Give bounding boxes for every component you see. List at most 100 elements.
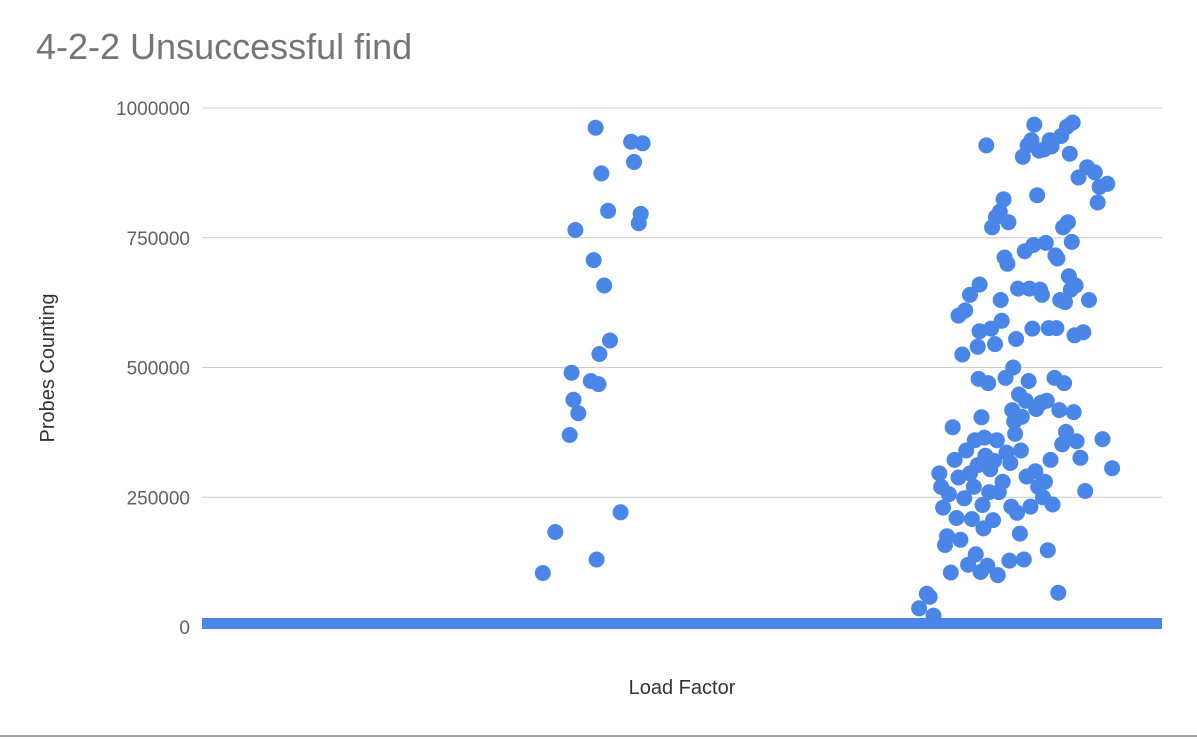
data-point <box>1058 423 1074 440</box>
data-points <box>534 114 1121 624</box>
data-point <box>965 478 982 495</box>
data-point <box>963 511 980 527</box>
data-point <box>1039 542 1056 559</box>
data-point <box>995 191 1012 208</box>
data-point <box>634 135 651 152</box>
data-point <box>962 286 978 303</box>
data-point <box>1024 320 1041 337</box>
data-point <box>940 486 957 503</box>
data-point <box>1027 463 1044 480</box>
data-point <box>989 567 1006 584</box>
data-point <box>1086 164 1103 181</box>
y-axis-label: Probes Counting <box>37 294 59 443</box>
data-point <box>1057 294 1073 311</box>
data-point <box>1034 286 1050 303</box>
data-point <box>1029 187 1046 204</box>
data-point <box>944 419 961 436</box>
y-tick-label: 250000 <box>127 488 190 509</box>
data-point <box>1005 359 1022 376</box>
data-point <box>1077 483 1094 499</box>
bottom-divider <box>0 735 1197 737</box>
chart-title: 4-2-2 Unsuccessful find <box>36 26 413 67</box>
data-point <box>590 376 607 393</box>
data-point <box>1049 250 1066 267</box>
data-point <box>1007 425 1024 442</box>
data-point <box>1015 551 1032 568</box>
data-point <box>561 427 578 443</box>
y-tick-label: 1000000 <box>116 99 190 120</box>
data-point <box>567 222 584 238</box>
data-point <box>954 346 971 363</box>
y-tick-label: 750000 <box>127 229 190 250</box>
data-point <box>563 364 580 381</box>
y-tick-label: 0 <box>179 618 190 639</box>
data-point <box>587 119 604 136</box>
data-point <box>1061 145 1078 162</box>
data-point <box>969 338 986 355</box>
data-point <box>985 512 1001 529</box>
data-point <box>993 312 1010 329</box>
data-point <box>1044 496 1061 513</box>
data-point <box>980 375 997 392</box>
data-point <box>588 551 605 568</box>
data-point <box>994 473 1011 490</box>
data-point <box>987 336 1003 353</box>
data-point <box>1068 433 1085 450</box>
data-point <box>1008 331 1025 347</box>
data-point <box>570 405 587 422</box>
data-point <box>999 255 1016 272</box>
data-point <box>534 565 551 581</box>
data-point <box>1011 525 1028 542</box>
data-point <box>591 346 608 362</box>
data-point <box>1001 552 1018 569</box>
data-point <box>925 607 942 624</box>
data-point <box>1056 375 1073 392</box>
data-point <box>1026 116 1043 133</box>
data-point <box>921 588 938 605</box>
data-point <box>1036 473 1053 490</box>
data-point <box>1043 138 1060 155</box>
data-point <box>1025 237 1042 253</box>
data-point <box>585 252 602 269</box>
data-point <box>1063 233 1080 250</box>
data-point <box>939 528 955 545</box>
data-point <box>596 277 613 294</box>
data-point <box>565 391 582 408</box>
data-point <box>1020 373 1037 389</box>
data-point <box>1059 214 1076 231</box>
data-point <box>1094 431 1111 448</box>
data-point <box>974 497 991 513</box>
data-point <box>942 564 959 581</box>
data-point <box>986 452 1002 469</box>
data-point <box>1050 584 1067 601</box>
data-point <box>600 202 617 219</box>
data-point <box>1012 442 1029 459</box>
data-point <box>612 504 629 521</box>
y-tick-labels: 0 250000 500000 750000 1000000 <box>116 99 190 639</box>
data-point <box>1048 320 1065 337</box>
data-point <box>1054 436 1071 453</box>
data-point <box>593 165 610 182</box>
data-point <box>1065 404 1082 421</box>
data-point <box>956 490 973 507</box>
data-point <box>1000 214 1017 231</box>
data-point <box>931 465 948 482</box>
data-point <box>978 137 995 154</box>
data-point <box>1064 114 1081 131</box>
data-point <box>1042 451 1059 468</box>
data-point <box>1075 324 1092 341</box>
data-point <box>952 531 969 548</box>
data-point <box>992 292 1009 308</box>
data-point <box>1022 498 1039 515</box>
data-point <box>1104 460 1121 477</box>
baseline-point-band <box>202 618 1162 629</box>
data-point <box>957 302 974 319</box>
data-point <box>1009 504 1025 521</box>
data-point <box>1002 455 1019 471</box>
data-point <box>1010 280 1026 297</box>
data-point <box>1051 402 1068 419</box>
data-point <box>973 409 990 426</box>
data-point <box>632 205 649 222</box>
data-point <box>1099 175 1116 192</box>
data-point <box>1038 392 1055 409</box>
